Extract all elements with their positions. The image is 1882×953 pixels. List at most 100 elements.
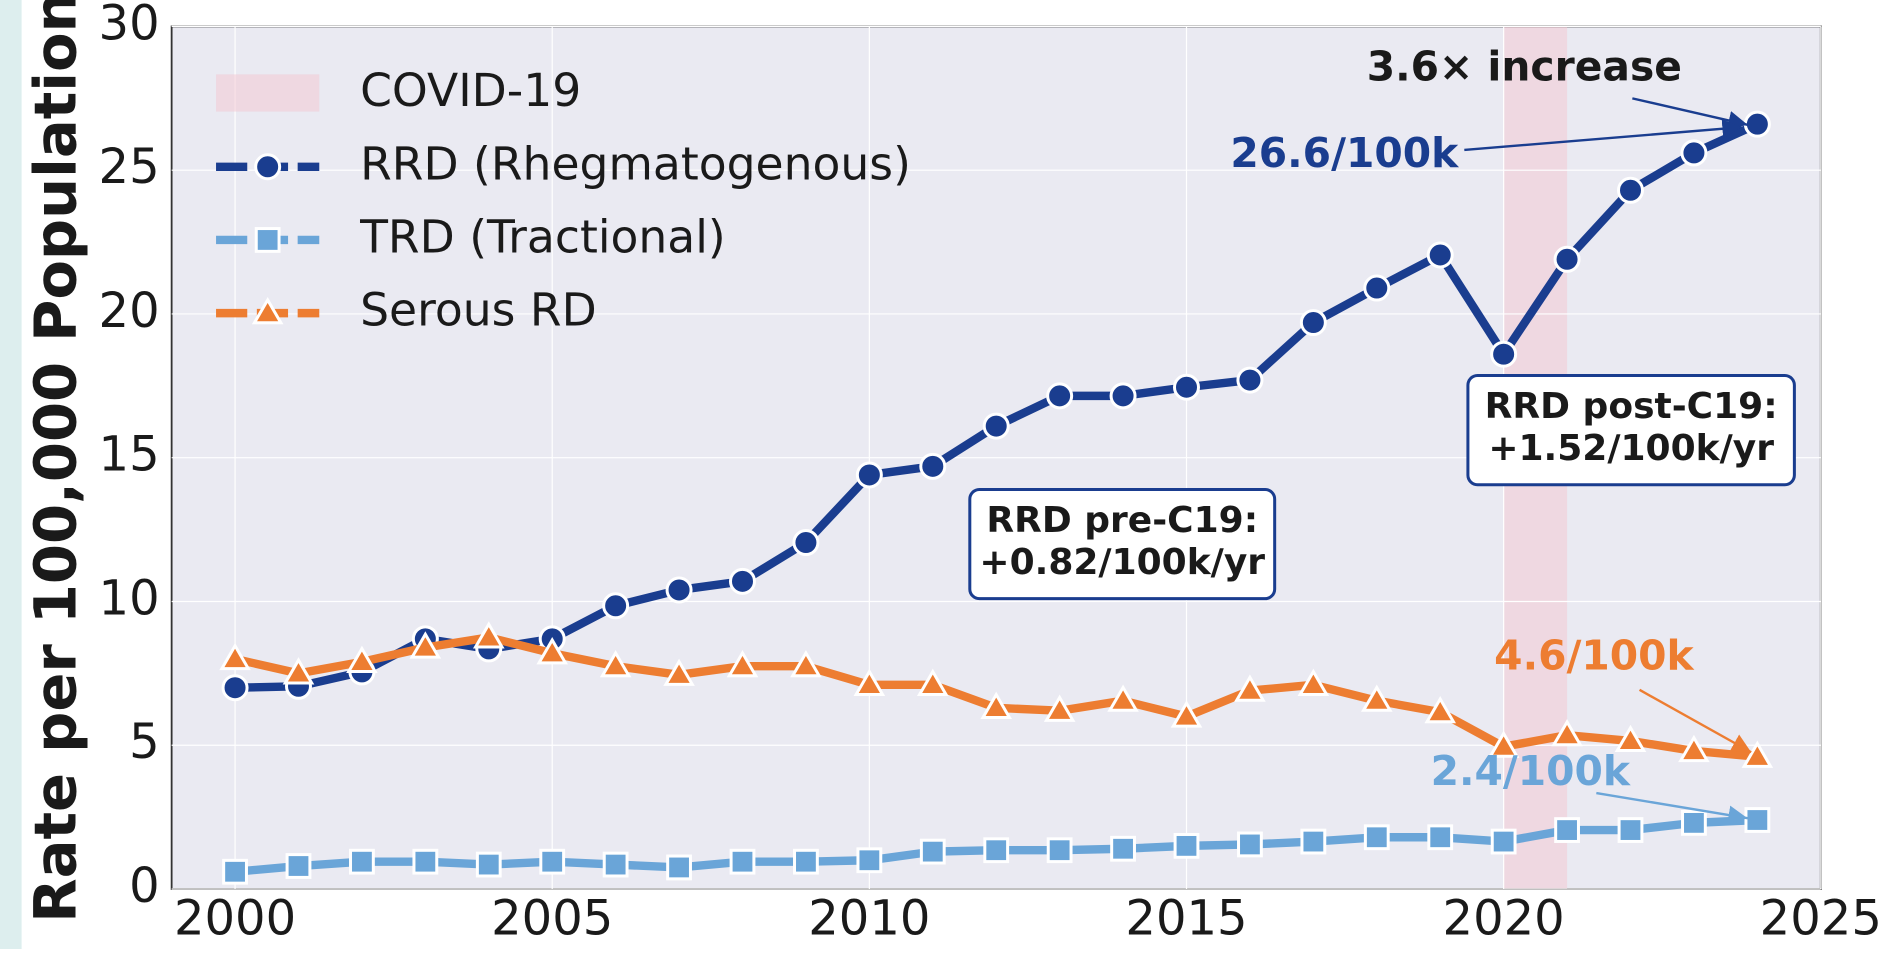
data-point bbox=[412, 848, 439, 875]
data-point bbox=[349, 848, 375, 875]
data-point bbox=[1741, 740, 1774, 768]
data-point bbox=[982, 412, 1010, 440]
data-point bbox=[1681, 809, 1707, 836]
annotation: 3.6× increase bbox=[1367, 43, 1682, 91]
data-point bbox=[983, 837, 1010, 864]
data-point bbox=[1616, 176, 1645, 204]
data-point bbox=[792, 529, 820, 557]
data-point bbox=[856, 847, 883, 874]
data-point bbox=[855, 461, 883, 489]
data-point bbox=[602, 592, 630, 620]
data-point bbox=[1551, 718, 1583, 747]
data-point bbox=[1554, 817, 1580, 843]
legend-label: Serous RD bbox=[360, 284, 597, 337]
data-point bbox=[1426, 241, 1454, 269]
data-point bbox=[282, 657, 315, 685]
data-point bbox=[1490, 828, 1517, 855]
data-point bbox=[919, 452, 947, 480]
x-tick-label: 2000 bbox=[174, 890, 296, 946]
trend-box bbox=[968, 487, 1277, 601]
y-tick-label: 0 bbox=[129, 858, 160, 914]
y-tick-label: 5 bbox=[129, 714, 160, 770]
legend-marker bbox=[254, 153, 282, 181]
data-point bbox=[222, 858, 248, 885]
x-tick-label: 2025 bbox=[1760, 890, 1882, 946]
y-tick-label: 25 bbox=[99, 139, 160, 195]
data-point bbox=[1678, 734, 1710, 763]
data-point bbox=[1109, 382, 1137, 410]
data-point bbox=[1172, 373, 1201, 401]
data-point bbox=[472, 621, 505, 649]
data-point bbox=[666, 854, 692, 881]
trend-text: +1.52/100k/yr bbox=[1488, 428, 1774, 469]
data-point bbox=[980, 691, 1013, 719]
data-point bbox=[1744, 807, 1771, 833]
data-point bbox=[1427, 824, 1454, 851]
data-point bbox=[1300, 828, 1327, 855]
annotation-arrow bbox=[1464, 119, 1742, 152]
data-point bbox=[539, 848, 566, 875]
y-tick-label: 15 bbox=[99, 427, 160, 483]
data-point bbox=[1173, 832, 1200, 859]
data-point bbox=[916, 668, 949, 696]
data-point bbox=[729, 848, 756, 875]
annotation: 4.6/100k bbox=[1494, 632, 1694, 680]
data-point bbox=[1617, 817, 1644, 843]
y-tick-label: 30 bbox=[99, 0, 160, 51]
y-axis-label: Rate per 100,000 Population bbox=[23, 0, 90, 923]
data-point bbox=[1487, 730, 1520, 758]
data-point bbox=[602, 851, 629, 878]
data-point bbox=[1743, 110, 1771, 138]
data-point bbox=[1363, 274, 1391, 302]
data-point bbox=[1046, 837, 1073, 864]
data-point bbox=[409, 631, 442, 659]
data-point bbox=[1107, 684, 1139, 712]
annotation: 2.4/100k bbox=[1431, 747, 1631, 795]
data-point bbox=[1046, 382, 1074, 410]
data-point bbox=[599, 649, 632, 678]
legend-marker bbox=[251, 296, 284, 325]
legend-label: TRD (Tractional) bbox=[359, 210, 726, 263]
data-point bbox=[663, 658, 695, 686]
data-point bbox=[665, 576, 693, 604]
legend-swatch bbox=[216, 74, 320, 112]
data-point bbox=[1299, 309, 1327, 337]
x-tick-label: 2005 bbox=[491, 890, 613, 946]
x-tick-label: 2015 bbox=[1125, 890, 1247, 946]
x-tick-label: 2020 bbox=[1443, 890, 1565, 946]
data-point bbox=[1297, 668, 1330, 696]
data-point bbox=[1490, 340, 1518, 368]
trend-text: RRD pre-C19: bbox=[986, 500, 1258, 541]
data-point bbox=[1680, 139, 1708, 167]
annotation: 26.6/100k bbox=[1230, 129, 1459, 177]
annotation-arrow bbox=[1638, 688, 1752, 754]
data-point bbox=[1170, 700, 1203, 728]
trend-box bbox=[1466, 374, 1796, 487]
data-point bbox=[1237, 831, 1263, 858]
data-point bbox=[1234, 674, 1266, 702]
trend-text: +0.82/100k/yr bbox=[979, 542, 1265, 583]
data-point bbox=[853, 668, 886, 696]
data-point bbox=[728, 567, 756, 595]
x-tick-label: 2010 bbox=[808, 890, 930, 946]
data-point bbox=[790, 649, 822, 678]
annotation-arrow bbox=[1596, 791, 1748, 825]
data-point bbox=[1363, 824, 1390, 851]
side-strip bbox=[0, 0, 22, 949]
data-point bbox=[475, 851, 502, 878]
data-point bbox=[219, 642, 251, 671]
data-point bbox=[1110, 835, 1136, 862]
data-point bbox=[1424, 695, 1457, 724]
data-point bbox=[919, 838, 946, 865]
legend-label: RRD (Rhegmatogenous) bbox=[360, 137, 911, 190]
y-tick-label: 20 bbox=[99, 283, 160, 339]
legend-label: COVID-19 bbox=[360, 64, 581, 117]
data-point bbox=[1236, 366, 1264, 394]
data-point bbox=[1360, 684, 1393, 712]
data-point bbox=[1614, 724, 1647, 753]
data-point bbox=[793, 848, 819, 875]
legend-marker bbox=[254, 227, 281, 253]
data-point bbox=[285, 853, 312, 879]
